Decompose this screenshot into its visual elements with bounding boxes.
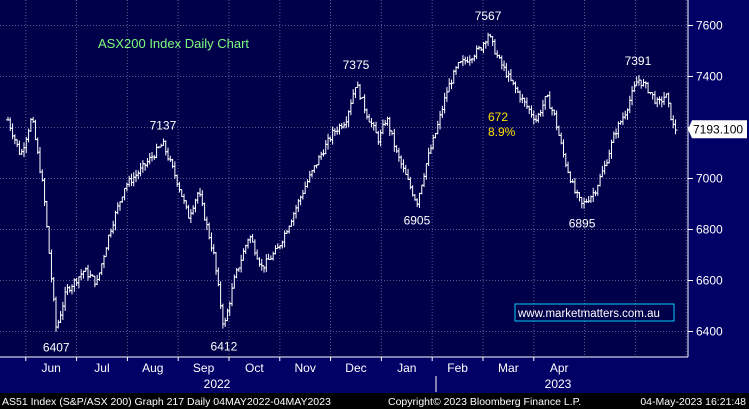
grid-lines: [0, 0, 688, 357]
move-percent-label: 8.9%: [488, 125, 516, 139]
y-tick-label: 7400: [696, 70, 723, 84]
x-tick-label: Jul: [94, 361, 109, 375]
y-tick-label: 6400: [696, 325, 723, 339]
price-annotations: 6407 7137 6412 7375 6905 7567 6895 7391: [43, 9, 652, 355]
price-annotation: 6905: [404, 214, 431, 228]
price-annotation: 7567: [475, 9, 502, 23]
axes: 6400660068007000720074007600JunJulAugSep…: [0, 0, 723, 392]
chart-title: ASX200 Index Daily Chart: [98, 36, 249, 51]
y-tick-label: 7600: [696, 19, 723, 33]
x-tick-label: Jun: [42, 361, 61, 375]
x-tick-label: Aug: [142, 361, 163, 375]
price-annotation: 6407: [43, 341, 70, 355]
year-label: 2023: [545, 377, 572, 391]
x-tick-label: Sep: [193, 361, 215, 375]
y-tick-label: 7000: [696, 172, 723, 186]
y-tick-label: 6600: [696, 274, 723, 288]
price-annotation: 7137: [150, 119, 177, 133]
y-tick-label: 6800: [696, 223, 723, 237]
footer-left: AS51 Index (S&P/ASX 200) Graph 217 Daily…: [2, 396, 331, 408]
price-annotation: 7391: [625, 54, 652, 68]
footer-center: Copyright© 2023 Bloomberg Finance L.P.: [388, 396, 581, 408]
x-tick-label: Nov: [295, 361, 316, 375]
price-annotation: 6412: [211, 339, 238, 353]
x-tick-label: Feb: [447, 361, 468, 375]
footer-bar: AS51 Index (S&P/ASX 200) Graph 217 Daily…: [0, 393, 749, 409]
x-tick-label: Oct: [245, 361, 264, 375]
price-bar: [673, 119, 678, 135]
price-annotation: 6895: [569, 216, 596, 230]
watermark-box: www.marketmatters.com.au: [514, 303, 675, 322]
price-annotation: 7375: [343, 58, 370, 72]
year-label: 2022: [204, 377, 231, 391]
watermark-text: www.marketmatters.com.au: [517, 308, 660, 320]
move-points-label: 672: [488, 110, 508, 124]
price-bars: [6, 32, 678, 332]
last-value-label: 7193.100: [693, 122, 743, 136]
x-tick-label: Apr: [550, 361, 569, 375]
footer-right: 04-May-2023 16:21:48: [640, 396, 746, 408]
x-tick-label: Dec: [345, 361, 366, 375]
last-value-tag: 7193.100: [688, 120, 747, 139]
x-tick-label: Mar: [498, 361, 519, 375]
x-tick-label: Jan: [397, 361, 416, 375]
